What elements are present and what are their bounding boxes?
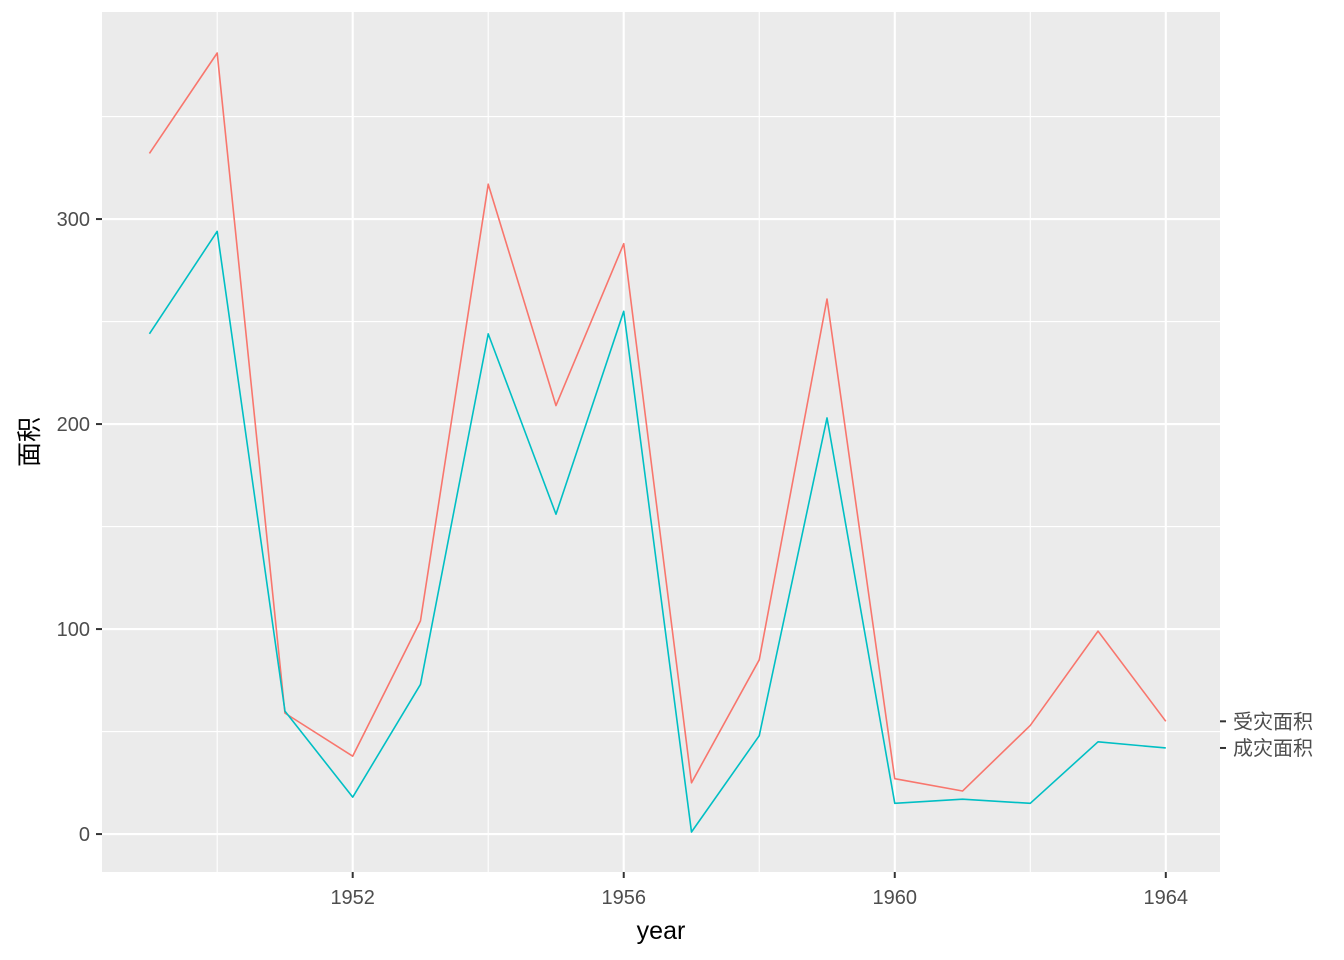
series-line-1 xyxy=(148,52,1167,792)
series-lines xyxy=(148,52,1167,833)
y-tick-label: 300 xyxy=(57,209,90,231)
y-axis-title: 面积 xyxy=(15,417,44,467)
major-gridlines xyxy=(102,12,1220,872)
y-tick-label: 200 xyxy=(57,414,90,436)
x-tick-label: 1952 xyxy=(330,887,375,909)
series-line-2 xyxy=(148,230,1166,833)
y-tick-label: 0 xyxy=(79,824,90,846)
x-tick-label: 1956 xyxy=(601,887,646,909)
x-tick-label: 1960 xyxy=(873,887,918,909)
x-tick-label: 1964 xyxy=(1144,887,1189,909)
series-end-label-2: 成灾面积 xyxy=(1233,736,1313,760)
series-end-label-1: 受灾面积 xyxy=(1233,709,1313,733)
y-tick-label: 100 xyxy=(57,619,90,641)
x-axis-title: year xyxy=(637,917,686,945)
axis-ticks: 1952 1956 1960 1964 0 100 200 300 xyxy=(57,209,1188,909)
plot-panel xyxy=(102,12,1220,872)
minor-gridlines xyxy=(102,12,1220,872)
